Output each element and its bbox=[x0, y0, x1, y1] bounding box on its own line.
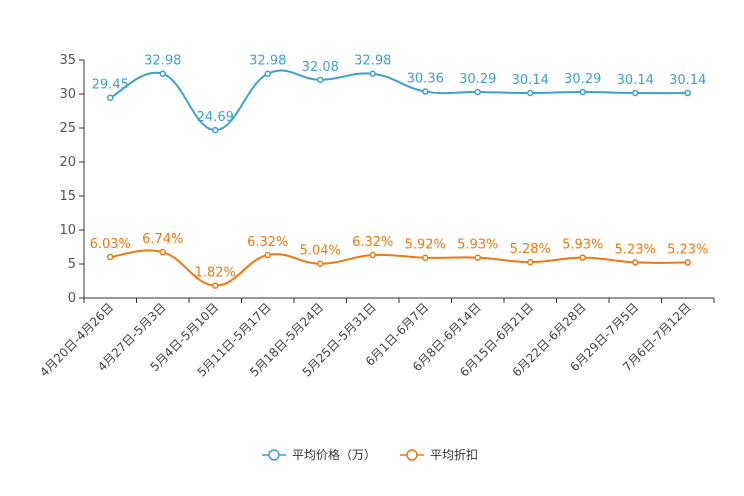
y-tick-label: 0 bbox=[68, 291, 76, 306]
y-tick-label: 10 bbox=[59, 223, 76, 238]
data-label: 5.23% bbox=[615, 242, 656, 257]
data-label: 30.29 bbox=[564, 72, 601, 87]
data-point bbox=[684, 89, 691, 97]
data-label: 6.32% bbox=[247, 235, 288, 250]
data-label: 1.82% bbox=[195, 266, 236, 281]
y-tick-label: 20 bbox=[59, 155, 76, 170]
data-point bbox=[369, 70, 376, 77]
data-label: 29.45 bbox=[92, 78, 129, 93]
y-tick-label: 30 bbox=[59, 87, 76, 102]
data-label: 32.08 bbox=[302, 60, 339, 75]
data-point bbox=[264, 251, 271, 259]
data-point bbox=[632, 89, 639, 97]
data-label: 32.98 bbox=[144, 54, 181, 69]
legend-label-1: 平均折扣 bbox=[430, 447, 478, 462]
data-point bbox=[684, 259, 691, 266]
data-point bbox=[212, 282, 219, 289]
data-label: 6.03% bbox=[90, 237, 131, 252]
data-label: 30.36 bbox=[407, 72, 444, 87]
data-label: 5.92% bbox=[405, 238, 446, 253]
data-point bbox=[579, 88, 586, 96]
data-point bbox=[264, 70, 271, 77]
data-label: 30.14 bbox=[512, 73, 549, 88]
y-tick-label: 5 bbox=[68, 257, 76, 272]
data-point bbox=[369, 251, 376, 259]
data-point bbox=[159, 248, 166, 256]
y-tick-label: 25 bbox=[59, 121, 76, 136]
data-point bbox=[579, 254, 586, 261]
data-point bbox=[474, 88, 481, 96]
data-label: 5.28% bbox=[510, 242, 551, 257]
data-label: 30.14 bbox=[669, 73, 706, 88]
data-label: 30.14 bbox=[617, 73, 654, 88]
data-point bbox=[422, 254, 429, 261]
y-tick-label: 35 bbox=[59, 53, 76, 68]
data-point bbox=[317, 76, 324, 84]
data-label: 32.98 bbox=[249, 54, 286, 69]
data-label: 32.98 bbox=[354, 54, 391, 69]
y-tick-label: 15 bbox=[59, 189, 76, 204]
data-label: 6.32% bbox=[352, 235, 393, 250]
data-label: 24.69 bbox=[197, 110, 234, 125]
data-point bbox=[212, 126, 219, 134]
data-label: 30.29 bbox=[459, 72, 496, 87]
data-point bbox=[107, 253, 114, 261]
data-point bbox=[474, 254, 481, 261]
data-label: 5.93% bbox=[562, 238, 603, 253]
data-label: 5.04% bbox=[300, 244, 341, 259]
data-point bbox=[107, 94, 114, 101]
data-point bbox=[317, 260, 324, 267]
data-point bbox=[527, 89, 534, 97]
data-point bbox=[159, 70, 166, 77]
legend-marker-1 bbox=[406, 449, 418, 461]
data-point bbox=[527, 258, 534, 266]
data-label: 5.93% bbox=[457, 238, 498, 253]
data-point bbox=[632, 259, 639, 266]
data-label: 6.74% bbox=[142, 232, 183, 247]
legend-marker-0 bbox=[268, 449, 280, 461]
data-point bbox=[422, 88, 429, 95]
data-label: 5.23% bbox=[667, 242, 708, 257]
legend-label-0: 平均价格（万） bbox=[292, 447, 376, 462]
